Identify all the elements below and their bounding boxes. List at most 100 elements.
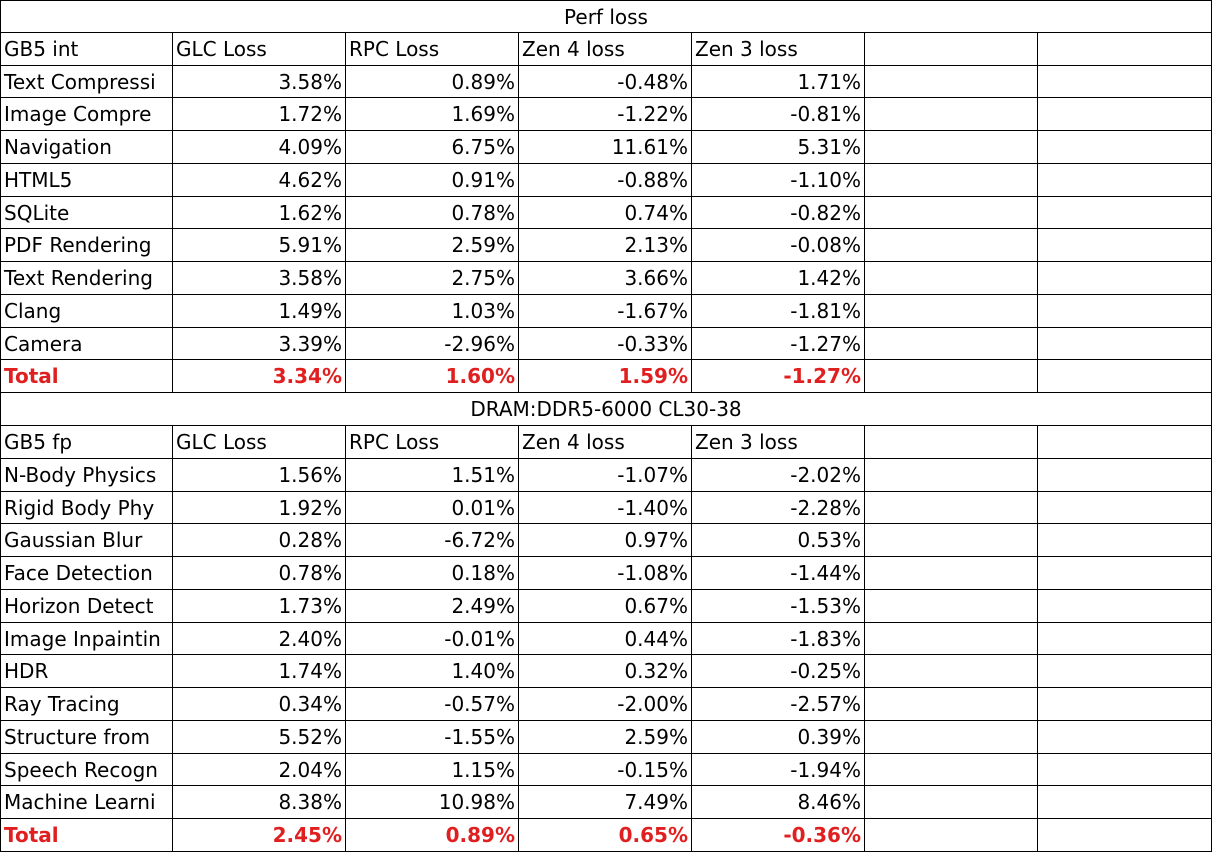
value-cell: 0.28% [173, 524, 346, 557]
value-cell: -0.01% [346, 623, 519, 655]
value-cell: -2.02% [692, 459, 865, 492]
empty-cell [865, 426, 1038, 459]
total-label: Total [0, 819, 173, 852]
column-header: GLC Loss [173, 426, 346, 459]
column-header: Zen 3 loss [692, 33, 865, 66]
column-header: Zen 4 loss [519, 33, 692, 66]
empty-cell [865, 360, 1038, 393]
empty-cell [1038, 360, 1212, 393]
empty-cell [865, 131, 1038, 164]
value-cell: 8.38% [173, 786, 346, 819]
empty-cell [865, 66, 1038, 98]
value-cell: -1.83% [692, 623, 865, 655]
total-value: -0.36% [692, 819, 865, 852]
empty-cell [1038, 459, 1212, 492]
empty-cell [865, 492, 1038, 524]
value-cell: 1.49% [173, 295, 346, 328]
value-cell: -1.44% [692, 557, 865, 590]
value-cell: 1.03% [346, 295, 519, 328]
empty-cell [865, 524, 1038, 557]
value-cell: -1.08% [519, 557, 692, 590]
value-cell: 7.49% [519, 786, 692, 819]
value-cell: 1.72% [173, 98, 346, 131]
value-cell: 1.69% [346, 98, 519, 131]
empty-cell [1038, 819, 1212, 852]
value-cell: 0.78% [173, 557, 346, 590]
value-cell: 6.75% [346, 131, 519, 164]
value-cell: -1.10% [692, 164, 865, 197]
value-cell: -2.57% [692, 688, 865, 721]
value-cell: -1.27% [692, 328, 865, 360]
value-cell: 0.44% [519, 623, 692, 655]
value-cell: 2.75% [346, 262, 519, 295]
empty-cell [1038, 688, 1212, 721]
row-label: HDR [0, 655, 173, 688]
value-cell: -1.53% [692, 590, 865, 623]
empty-cell [865, 819, 1038, 852]
total-value: 0.65% [519, 819, 692, 852]
value-cell: 0.89% [346, 66, 519, 98]
value-cell: 3.39% [173, 328, 346, 360]
empty-cell [865, 459, 1038, 492]
empty-cell [1038, 66, 1212, 98]
value-cell: 5.52% [173, 721, 346, 754]
column-header: Zen 3 loss [692, 426, 865, 459]
row-label: Speech Recogn [0, 754, 173, 786]
empty-cell [1038, 492, 1212, 524]
value-cell: 11.61% [519, 131, 692, 164]
row-label: Structure from [0, 721, 173, 754]
value-cell: 5.31% [692, 131, 865, 164]
table-title: Perf loss [0, 0, 1212, 33]
empty-cell [1038, 229, 1212, 262]
value-cell: -0.08% [692, 229, 865, 262]
value-cell: 5.91% [173, 229, 346, 262]
value-cell: -0.57% [346, 688, 519, 721]
value-cell: -0.88% [519, 164, 692, 197]
empty-cell [1038, 262, 1212, 295]
row-label: Horizon Detect [0, 590, 173, 623]
empty-cell [865, 98, 1038, 131]
value-cell: 0.74% [519, 197, 692, 229]
value-cell: -2.28% [692, 492, 865, 524]
empty-cell [865, 33, 1038, 66]
row-label: Rigid Body Phy [0, 492, 173, 524]
row-label: Text Compressi [0, 66, 173, 98]
value-cell: 3.58% [173, 262, 346, 295]
empty-cell [865, 688, 1038, 721]
empty-cell [865, 328, 1038, 360]
total-value: 3.34% [173, 360, 346, 393]
column-header: RPC Loss [346, 33, 519, 66]
value-cell: -1.40% [519, 492, 692, 524]
value-cell: -1.94% [692, 754, 865, 786]
row-label: Camera [0, 328, 173, 360]
value-cell: 0.53% [692, 524, 865, 557]
value-cell: -0.82% [692, 197, 865, 229]
value-cell: 1.73% [173, 590, 346, 623]
value-cell: -6.72% [346, 524, 519, 557]
empty-cell [1038, 164, 1212, 197]
value-cell: 0.97% [519, 524, 692, 557]
row-label: N-Body Physics [0, 459, 173, 492]
empty-cell [1038, 426, 1212, 459]
value-cell: 2.49% [346, 590, 519, 623]
value-cell: 2.40% [173, 623, 346, 655]
value-cell: 1.56% [173, 459, 346, 492]
value-cell: 1.15% [346, 754, 519, 786]
total-value: 1.59% [519, 360, 692, 393]
value-cell: -0.81% [692, 98, 865, 131]
empty-cell [865, 197, 1038, 229]
value-cell: -1.67% [519, 295, 692, 328]
value-cell: 3.58% [173, 66, 346, 98]
value-cell: -0.15% [519, 754, 692, 786]
row-label: Navigation [0, 131, 173, 164]
value-cell: -1.07% [519, 459, 692, 492]
value-cell: 1.74% [173, 655, 346, 688]
column-header: GB5 fp [0, 426, 173, 459]
value-cell: 0.91% [346, 164, 519, 197]
empty-cell [865, 623, 1038, 655]
value-cell: -0.48% [519, 66, 692, 98]
row-label: Gaussian Blur [0, 524, 173, 557]
value-cell: 10.98% [346, 786, 519, 819]
value-cell: 1.62% [173, 197, 346, 229]
